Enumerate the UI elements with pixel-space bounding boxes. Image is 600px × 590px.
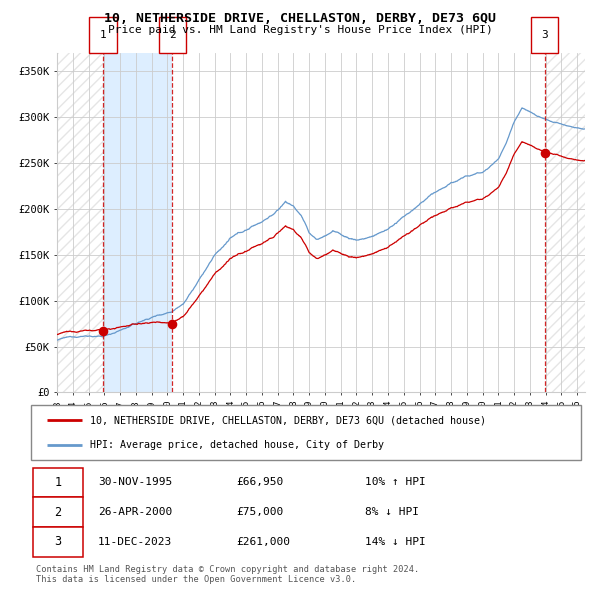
Bar bbox=[545, 53, 585, 392]
Bar bbox=[57, 53, 103, 392]
Text: Price paid vs. HM Land Registry's House Price Index (HPI): Price paid vs. HM Land Registry's House … bbox=[107, 25, 493, 35]
Text: 11-DEC-2023: 11-DEC-2023 bbox=[98, 537, 172, 547]
Text: This data is licensed under the Open Government Licence v3.0.: This data is licensed under the Open Gov… bbox=[36, 575, 356, 584]
Text: 10% ↑ HPI: 10% ↑ HPI bbox=[365, 477, 426, 487]
Text: 1: 1 bbox=[100, 30, 106, 40]
Text: 14% ↓ HPI: 14% ↓ HPI bbox=[365, 537, 426, 547]
FancyBboxPatch shape bbox=[158, 18, 186, 53]
Text: 2: 2 bbox=[55, 506, 62, 519]
Point bbox=[167, 319, 177, 328]
Text: £66,950: £66,950 bbox=[236, 477, 283, 487]
Point bbox=[98, 326, 108, 336]
Text: 10, NETHERSIDE DRIVE, CHELLASTON, DERBY, DE73 6QU: 10, NETHERSIDE DRIVE, CHELLASTON, DERBY,… bbox=[104, 12, 496, 25]
Bar bbox=[103, 53, 172, 392]
Text: £261,000: £261,000 bbox=[236, 537, 290, 547]
Text: £75,000: £75,000 bbox=[236, 507, 283, 517]
Text: HPI: Average price, detached house, City of Derby: HPI: Average price, detached house, City… bbox=[90, 440, 384, 450]
Text: Contains HM Land Registry data © Crown copyright and database right 2024.: Contains HM Land Registry data © Crown c… bbox=[36, 565, 419, 573]
Text: 10, NETHERSIDE DRIVE, CHELLASTON, DERBY, DE73 6QU (detached house): 10, NETHERSIDE DRIVE, CHELLASTON, DERBY,… bbox=[90, 415, 486, 425]
FancyBboxPatch shape bbox=[89, 18, 117, 53]
Text: 8% ↓ HPI: 8% ↓ HPI bbox=[365, 507, 419, 517]
Text: 3: 3 bbox=[541, 30, 548, 40]
Text: 3: 3 bbox=[55, 535, 62, 548]
FancyBboxPatch shape bbox=[531, 18, 559, 53]
FancyBboxPatch shape bbox=[34, 527, 83, 557]
Bar bbox=[57, 53, 103, 392]
Text: 1: 1 bbox=[55, 476, 62, 489]
FancyBboxPatch shape bbox=[34, 467, 83, 497]
Text: 26-APR-2000: 26-APR-2000 bbox=[98, 507, 172, 517]
FancyBboxPatch shape bbox=[34, 497, 83, 527]
Point bbox=[540, 148, 550, 158]
Bar bbox=[545, 53, 585, 392]
FancyBboxPatch shape bbox=[31, 405, 581, 460]
Text: 30-NOV-1995: 30-NOV-1995 bbox=[98, 477, 172, 487]
Text: 2: 2 bbox=[169, 30, 176, 40]
